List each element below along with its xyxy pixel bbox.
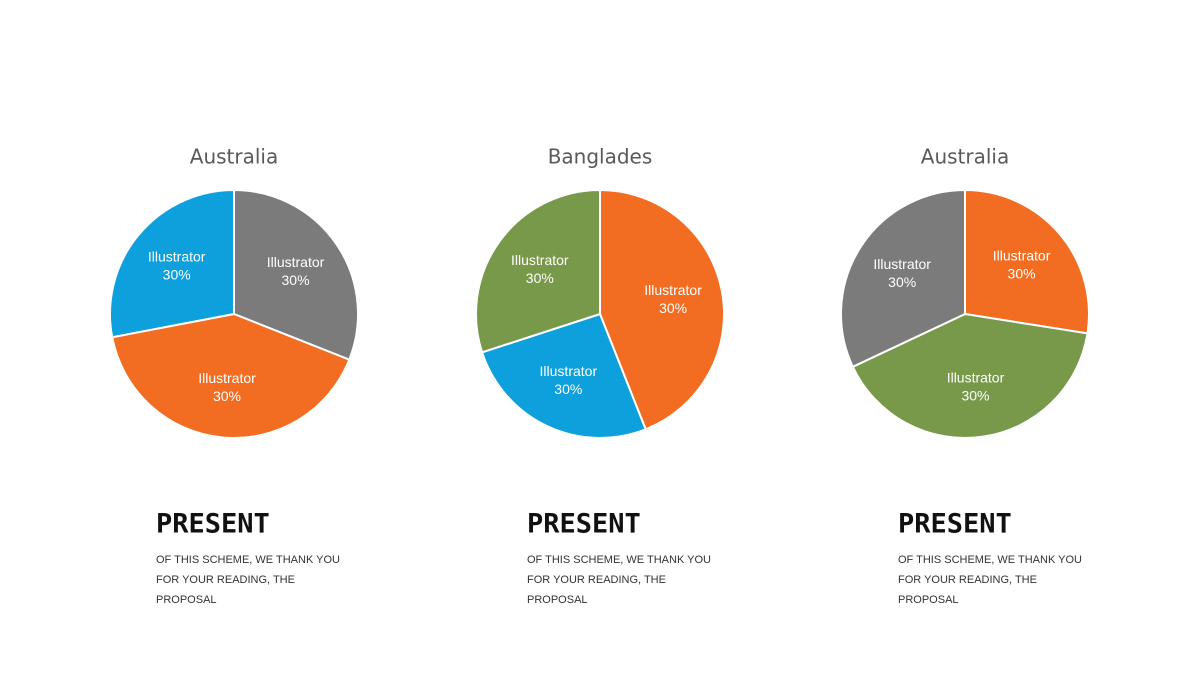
slice-label: Illustrator [511,252,569,268]
caption-heading: PRESENT [898,509,1012,540]
caption-line: FOR YOUR READING, THE [898,574,1037,586]
caption-line: FOR YOUR READING, THE [527,574,666,586]
caption-line: PROPOSAL [527,594,588,606]
pie-slice [599,188,725,431]
caption-line: OF THIS SCHEME, WE THANK YOU [156,554,340,566]
pie-slice [233,188,359,361]
slice-label: Illustrator [198,370,256,386]
slice-value-label: 30% [213,388,241,404]
pie-slice [964,188,1090,335]
chart-title: Australia [190,145,278,169]
slice-value-label: 30% [282,272,310,288]
pie-slice [111,312,351,439]
caption-line: PROPOSAL [898,594,959,606]
caption-line: OF THIS SCHEME, WE THANK YOU [527,554,711,566]
caption-line: FOR YOUR READING, THE [156,574,295,586]
caption-line: PROPOSAL [156,594,217,606]
pie-slice [109,188,235,339]
pie-slice [475,188,601,354]
caption-heading: PRESENT [156,509,270,540]
chart-title: Banglades [548,145,653,169]
slice-value-label: 30% [888,274,916,290]
caption-heading: PRESENT [527,509,641,540]
pie-slice [851,312,1089,439]
slice-value-label: 30% [554,381,582,397]
slice-value-label: 30% [526,270,554,286]
pie-slice [480,312,647,439]
caption-line: OF THIS SCHEME, WE THANK YOU [898,554,1082,566]
slice-value-label: 30% [961,387,989,403]
slice-label: Illustrator [540,363,598,379]
pie-slice [840,188,966,369]
chart-title: Australia [921,145,1009,169]
slice-label: Illustrator [873,256,931,272]
slice-value-label: 30% [1008,265,1036,281]
slice-label: Illustrator [148,248,206,264]
slice-label: Illustrator [267,254,325,270]
slice-label: Illustrator [947,369,1005,385]
slice-label: Illustrator [644,282,702,298]
slice-value-label: 30% [163,266,191,282]
slice-label: Illustrator [993,247,1051,263]
slice-value-label: 30% [659,300,687,316]
